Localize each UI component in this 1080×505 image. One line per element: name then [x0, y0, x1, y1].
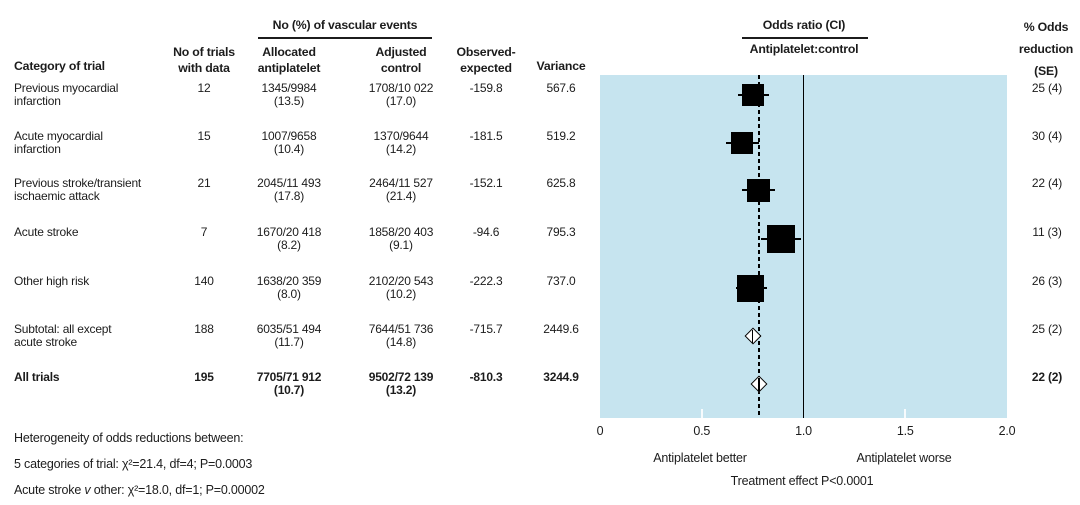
table-cell-oe: -222.3 [469, 274, 503, 288]
table-cell-trials: 21 [197, 176, 211, 190]
table-cell-allocated: 1345/9984 (13.5) [261, 81, 317, 108]
table-cell-category: Subtotal: all except acute stroke [14, 322, 112, 349]
overall-effect-dashed-line [757, 75, 760, 418]
vascular-events-group-header: No (%) of vascular events [272, 18, 418, 32]
table-cell-allocated: 7705/71 912 (10.7) [256, 370, 322, 397]
table-cell-variance: 737.0 [546, 274, 576, 288]
table-cell-variance: 3244.9 [543, 370, 579, 384]
table-cell-oe: -152.1 [469, 176, 503, 190]
odds-reduction-value: 25 (2) [1031, 322, 1063, 336]
effect-square [741, 84, 764, 106]
heterogeneity-categories-stat: 5 categories of trial: χ²=21.4, df=4; P=… [14, 457, 253, 471]
variance-header: Variance [536, 59, 586, 73]
stat-text-suffix: other: χ²=18.0, df=1; P=0.00002 [90, 483, 265, 497]
effect-square [767, 225, 796, 253]
observed-expected-header: Observed- expected [456, 45, 516, 75]
table-cell-allocated: 1007/9658 (10.4) [261, 129, 317, 156]
trials-header: No of trials with data [173, 45, 235, 75]
odds-ratio-underline [742, 37, 868, 39]
odds-reduction-header: % Odds reduction (SE) [1018, 20, 1074, 78]
odds-reduction-value: 22 (2) [1031, 370, 1063, 384]
odds-reduction-value: 22 (4) [1031, 176, 1063, 190]
table-cell-adjusted: 2464/11 527 (21.4) [369, 176, 433, 203]
table-cell-allocated: 1638/20 359 (8.0) [256, 274, 322, 301]
forest-plot-area [600, 75, 1007, 418]
table-cell-trials: 7 [200, 225, 208, 239]
table-cell-adjusted: 1708/10 022 (17.0) [368, 81, 434, 108]
odds-ratio-group-header: Odds ratio (CI) [762, 18, 846, 32]
odds-ratio-subheader: Antiplatelet:control [749, 42, 859, 56]
table-cell-trials: 15 [197, 129, 211, 143]
reference-line [802, 75, 805, 418]
table-cell-allocated: 6035/51 494 (11.7) [256, 322, 322, 349]
table-cell-oe: -181.5 [469, 129, 503, 143]
heterogeneity-heading: Heterogeneity of odds reductions between… [14, 431, 244, 445]
table-cell-variance: 519.2 [546, 129, 576, 143]
table-cell-variance: 795.3 [546, 225, 576, 239]
summary-diamond-center-line [751, 329, 754, 343]
odds-reduction-value: 30 (4) [1031, 129, 1063, 143]
treatment-effect-label: Treatment effect P<0.0001 [730, 474, 874, 488]
table-cell-category: Acute stroke [14, 225, 79, 239]
table-cell-trials: 195 [194, 370, 214, 384]
vascular-events-underline [258, 37, 432, 39]
odds-reduction-value: 26 (3) [1031, 274, 1063, 288]
stat-text-prefix: Acute stroke [14, 483, 85, 497]
table-cell-trials: 188 [194, 322, 214, 336]
table-cell-adjusted: 9502/72 139 (13.2) [368, 370, 434, 397]
antiplatelet-worse-label: Antiplatelet worse [856, 451, 952, 465]
x-tick-label: 2.0 [998, 424, 1016, 438]
table-cell-allocated: 2045/11 493 (17.8) [257, 176, 321, 203]
effect-square [731, 132, 754, 154]
summary-diamond-center-line [757, 377, 760, 391]
table-cell-category: All trials [14, 370, 60, 384]
table-cell-adjusted: 2102/20 543 (10.2) [368, 274, 434, 301]
adjusted-header: Adjusted control [375, 45, 427, 75]
x-tick-label: 0 [596, 424, 604, 438]
odds-reduction-value: 25 (4) [1031, 81, 1063, 95]
table-cell-trials: 12 [197, 81, 211, 95]
table-cell-adjusted: 1370/9644 (14.2) [373, 129, 429, 156]
table-cell-adjusted: 7644/51 736 (14.8) [368, 322, 434, 349]
table-cell-variance: 625.8 [546, 176, 576, 190]
table-cell-category: Other high risk [14, 274, 90, 288]
category-header: Category of trial [14, 59, 105, 73]
allocated-header: Allocated antiplatelet [257, 45, 321, 75]
table-cell-oe: -159.8 [469, 81, 503, 95]
table-cell-oe: -810.3 [469, 370, 503, 384]
table-cell-category: Acute myocardial infarction [14, 129, 103, 156]
table-cell-oe: -94.6 [472, 225, 500, 239]
table-cell-variance: 2449.6 [543, 322, 579, 336]
heterogeneity-acute-stroke-stat: Acute stroke v other: χ²=18.0, df=1; P=0… [14, 483, 265, 497]
table-cell-trials: 140 [194, 274, 214, 288]
odds-reduction-value: 11 (3) [1032, 225, 1062, 239]
table-cell-category: Previous myocardial infarction [14, 81, 119, 108]
minor-tick [700, 409, 703, 418]
effect-square [737, 274, 765, 302]
antiplatelet-better-label: Antiplatelet better [653, 451, 747, 465]
table-cell-allocated: 1670/20 418 (8.2) [256, 225, 322, 252]
x-tick-label: 1.5 [896, 424, 914, 438]
table-cell-category: Previous stroke/transient ischaemic atta… [14, 176, 142, 203]
minor-tick [904, 409, 907, 418]
table-cell-oe: -715.7 [469, 322, 503, 336]
versus-symbol: v [84, 483, 91, 497]
x-tick-label: 0.5 [693, 424, 711, 438]
x-tick-label: 1.0 [795, 424, 812, 438]
effect-square [747, 178, 771, 202]
table-cell-adjusted: 1858/20 403 (9.1) [368, 225, 434, 252]
table-cell-variance: 567.6 [546, 81, 576, 95]
